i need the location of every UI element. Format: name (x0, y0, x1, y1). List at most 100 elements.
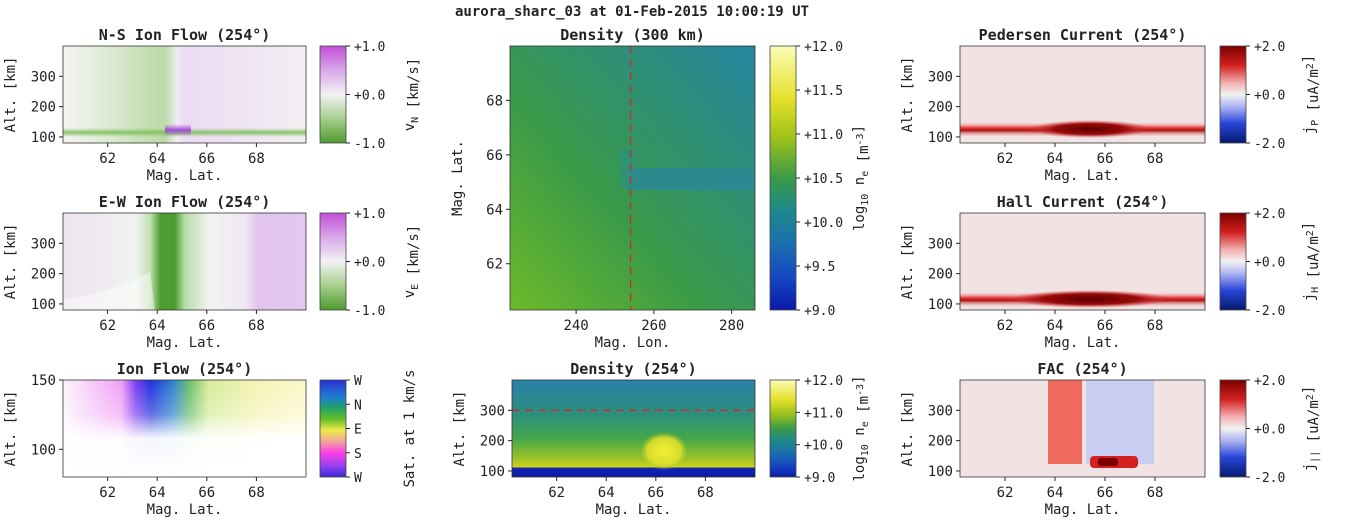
colorbar-label: log10 ne [m-3] (851, 375, 872, 481)
colorbar-tick-label: +1.0 (354, 40, 385, 55)
panel-title: Density (300 km) (560, 26, 705, 44)
x-tick-label: 66 (198, 151, 215, 167)
x-tick-label: 64 (149, 318, 166, 334)
panel-title: Ion Flow (254°) (117, 360, 252, 378)
panel-title: Pedersen Current (254°) (979, 26, 1187, 44)
y-tick-label: 100 (480, 464, 505, 480)
colorbar-tick-label: +1.0 (354, 207, 385, 222)
colorbar-tick-label: +11.0 (804, 128, 843, 143)
x-tick-label: 62 (997, 151, 1014, 167)
panel-pedersen: Pedersen Current (254°) 62 64 66 68 100 200 300… (900, 26, 1285, 184)
x-axis-label: Mag. Lat. (147, 335, 223, 351)
colorbar-label: jH [uA/m2] (1301, 222, 1322, 302)
colorbar-density-map (769, 45, 797, 311)
x-tick-label: 62 (548, 485, 565, 501)
chart-marks: N-S Ion Flow (254°) 62 64 66 68 100 200 300 Mag.… (3, 26, 1322, 518)
y-tick-label: 100 (928, 130, 953, 146)
axes-frame (62, 379, 307, 478)
colorbar-label: jP [uA/m2] (1301, 55, 1322, 135)
y-axis-label: Alt. [km] (452, 391, 468, 467)
colorbar-tick-label: +10.5 (804, 172, 843, 187)
colorbar-tick-label: +9.0 (804, 471, 835, 486)
y-tick-label: 200 (31, 267, 56, 283)
y-axis-label: Alt. [km] (900, 57, 916, 133)
x-tick-label: 66 (1097, 151, 1114, 167)
colorbar-pedersen (1219, 45, 1247, 144)
axes-frame (62, 45, 307, 144)
x-axis-label: Mag. Lat. (1045, 335, 1121, 351)
heatmap-ew-flow (63, 213, 306, 310)
colorbar-tick-label: +2.0 (1254, 207, 1285, 222)
colorbar-ion (319, 379, 347, 478)
colorbar-tick-label: +10.0 (804, 439, 843, 454)
colorbar-tick-label: +2.0 (1254, 40, 1285, 55)
colorbar-tick-label: +10.0 (804, 216, 843, 231)
x-tick-label: 68 (1147, 318, 1164, 334)
heatmap-density-map (510, 46, 755, 310)
x-tick-label: 68 (248, 151, 265, 167)
y-tick-label: 100 (31, 297, 56, 313)
colorbar-tick-label: +11.5 (804, 84, 843, 99)
x-tick-label: 66 (198, 318, 215, 334)
colorbar-tick-label: +0.0 (1254, 89, 1285, 104)
y-tick-label: 100 (31, 442, 56, 458)
y-tick-label: 64 (486, 202, 503, 218)
figure-suptitle: aurora_sharc_03 at 01-Feb-2015 10:00:19 … (455, 4, 809, 20)
colorbar-label: log10 ne [m-3] (851, 125, 872, 231)
axes-frame (509, 45, 756, 311)
heatmap-ion-flow (63, 380, 306, 477)
x-axis-label: Mag. Lat. (1045, 168, 1121, 184)
colorbar-density-slice (769, 379, 797, 478)
x-tick-label: 66 (647, 485, 664, 501)
panel-title: Hall Current (254°) (997, 193, 1169, 211)
x-tick-label: 68 (697, 485, 714, 501)
colorbar-tick-label: W (354, 374, 362, 389)
axes-frame (62, 212, 307, 311)
x-axis-label: Mag. Lat. (1045, 502, 1121, 518)
x-tick-label: 64 (149, 151, 166, 167)
panel-density_map: Density (300 km) 240 260 280 62 64 66 68 Mag. Lo… (450, 26, 843, 351)
heatmap-density-slice (512, 380, 755, 477)
y-tick-label: 100 (928, 297, 953, 313)
y-axis-label: Mag. Lat. (450, 140, 466, 216)
y-tick-label: 200 (928, 267, 953, 283)
panel-title: FAC (254°) (1037, 360, 1127, 378)
colorbar-tick-label: +0.0 (354, 256, 385, 271)
y-tick-label: 62 (486, 257, 503, 273)
x-axis-label: Mag. Lat. (147, 168, 223, 184)
x-tick-label: 260 (641, 318, 666, 334)
heatmap-hall (960, 213, 1205, 310)
y-tick-label: 300 (928, 403, 953, 419)
y-tick-label: 200 (928, 100, 953, 116)
x-axis-label: Mag. Lon. (595, 335, 671, 351)
colorbar-tick-label: +9.0 (804, 304, 835, 319)
y-axis-label: Alt. [km] (900, 224, 916, 300)
y-tick-label: 200 (928, 434, 953, 450)
panel-title: N-S Ion Flow (254°) (99, 26, 271, 44)
x-tick-label: 280 (719, 318, 744, 334)
colorbar-tick-label: +12.0 (804, 40, 843, 55)
colorbar-tick-label: +0.0 (354, 89, 385, 104)
panel-fac: FAC (254°) 62 64 66 68 100 200 300 Mag. Lat. Alt.… (900, 360, 1285, 518)
colorbar-tick-label: +12.0 (804, 374, 843, 389)
colorbar-tick-label: +0.0 (1254, 423, 1285, 438)
colorbar-tick-label: E (354, 423, 362, 438)
x-tick-label: 62 (997, 485, 1014, 501)
x-tick-label: 68 (1147, 151, 1164, 167)
colorbar-ns (319, 45, 347, 144)
colorbar-label: vN [km/s] (402, 58, 422, 131)
axes-frame (959, 212, 1206, 311)
axes-frame (511, 379, 756, 478)
x-tick-label: 68 (1147, 485, 1164, 501)
y-tick-label: 68 (486, 93, 503, 109)
colorbar-label: vE [km/s] (402, 225, 422, 298)
heatmap-pedersen (960, 46, 1205, 143)
panel-ion_flow: Ion Flow (254°) 62 64 66 68 100 150 Mag. Lat. Al… (3, 360, 362, 518)
colorbar-tick-label: -2.0 (1254, 471, 1285, 486)
x-tick-label: 66 (198, 485, 215, 501)
panel-ew_flow: E-W Ion Flow (254°) 62 64 66 68 100 200 300 Mag.… (3, 193, 385, 351)
colorbar-tick-label: +11.0 (804, 406, 843, 421)
colorbar-tick-label: -1.0 (354, 304, 385, 319)
colorbar-tick-label: +9.5 (804, 260, 835, 275)
y-tick-label: 100 (928, 464, 953, 480)
